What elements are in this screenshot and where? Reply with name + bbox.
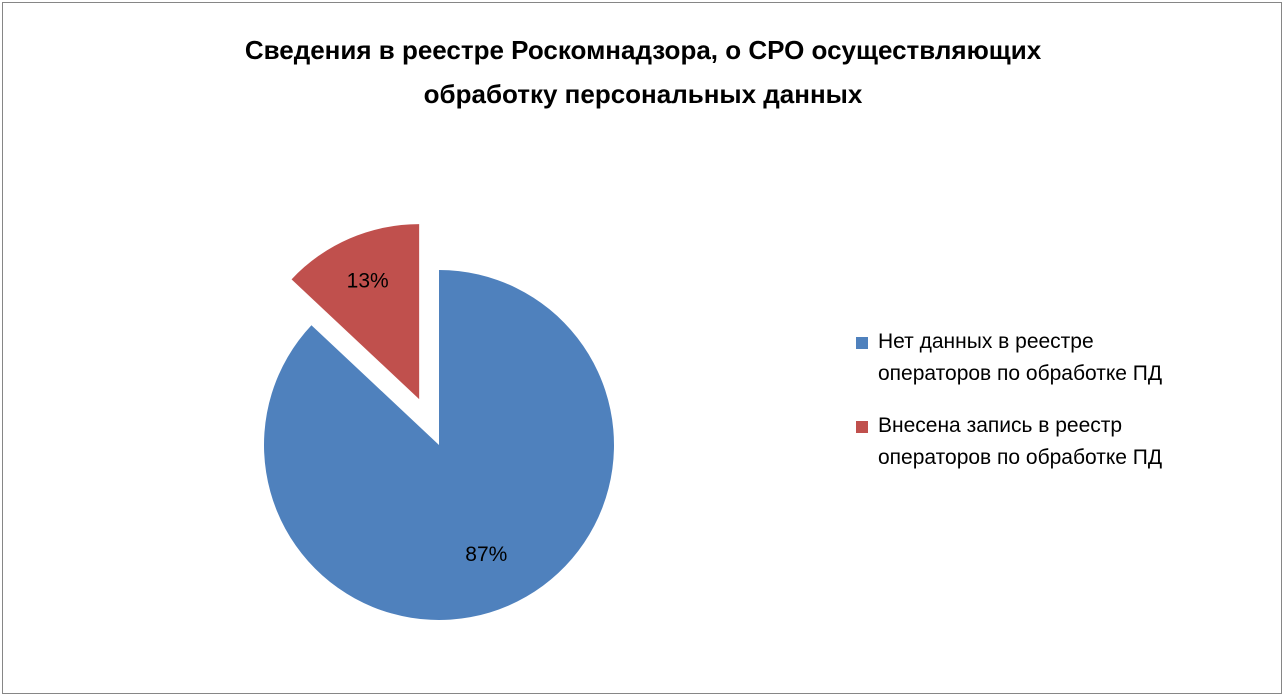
legend-label-registered-line-1: Внесена запись в реестр <box>878 414 1123 437</box>
data-label-no-data: 87% <box>465 543 507 566</box>
legend-swatch-registered <box>856 421 868 433</box>
chart-title-line-1: Сведения в реестре Роскомнадзора, о СРО … <box>244 35 1042 65</box>
legend-label-registered-line-2: операторов по обработке ПД <box>878 446 1163 469</box>
pie-slice-registered <box>291 224 420 400</box>
pie-slice-no-data <box>263 270 614 620</box>
legend: Нет данных в реестре операторов по обраб… <box>856 326 1276 494</box>
legend-label-no-data-line-2: операторов по обработке ПД <box>878 362 1163 385</box>
chart-title: Сведения в реестре Роскомнадзора, о СРО … <box>0 28 1286 116</box>
chart-title-line-2: обработку персональных данных <box>423 79 863 109</box>
legend-item-registered: Внесена запись в реестр операторов по об… <box>856 410 1276 474</box>
legend-item-no-data: Нет данных в реестре операторов по обраб… <box>856 326 1276 390</box>
data-label-registered: 13% <box>347 269 389 292</box>
legend-swatch-no-data <box>856 337 868 349</box>
legend-label-no-data-line-1: Нет данных в реестре <box>878 330 1094 353</box>
